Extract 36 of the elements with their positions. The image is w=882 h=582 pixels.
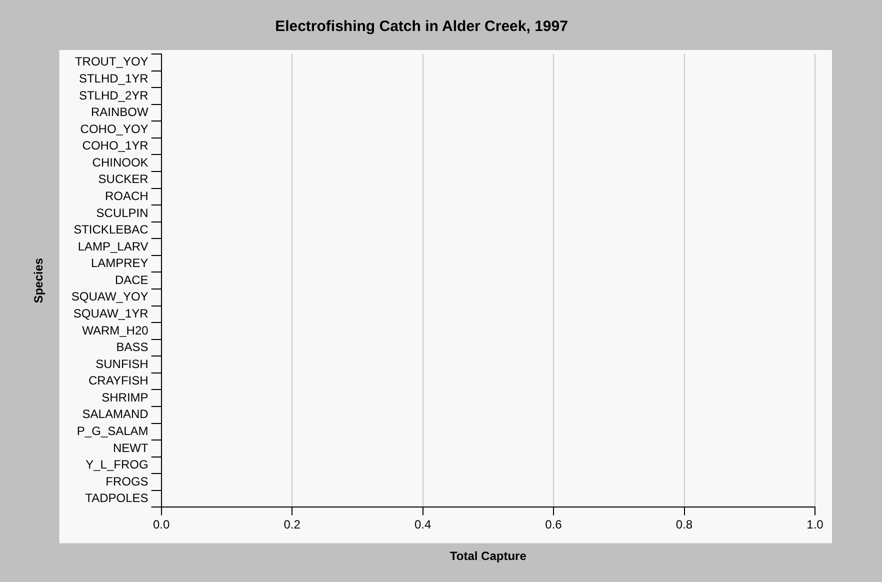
- x-tick-label: 0.4: [414, 518, 432, 532]
- y-tick-label: ROACH: [104, 188, 148, 203]
- y-tick-label: SQUAW_YOY: [71, 290, 148, 304]
- y-tick-label: SQUAW_1YR: [73, 306, 149, 320]
- y-tick-label: FROGS: [106, 474, 148, 488]
- y-tick-label: CHINOOK: [92, 155, 148, 170]
- y-tick-label: SALAMAND: [82, 407, 149, 422]
- y-tick-label: BASS: [116, 340, 148, 354]
- y-axis-title: Species: [32, 258, 46, 304]
- y-tick-label: WARM_H20: [82, 323, 149, 338]
- y-tick-label: SHRIMP: [102, 390, 148, 404]
- x-tick-label: 0.2: [284, 518, 301, 532]
- y-tick-label: SCULPIN: [96, 206, 148, 220]
- y-tick-label: COHO_YOY: [80, 122, 148, 136]
- y-tick-label: STLHD_2YR: [78, 88, 149, 102]
- y-tick-label: STICKLEBAC: [74, 222, 149, 237]
- y-tick-label: RAINBOW: [90, 105, 149, 120]
- x-tick-label: 0.6: [545, 518, 562, 532]
- y-tick-label: SUCKER: [98, 172, 149, 186]
- x-axis-title: Total Capture: [450, 549, 527, 564]
- y-tick-label: LAMP_LARV: [78, 239, 148, 254]
- y-tick-label: TROUT_YOY: [74, 54, 148, 69]
- y-tick-label: P_G_SALAM: [76, 424, 148, 438]
- x-tick-label: 0.0: [152, 518, 170, 532]
- y-tick-label: Y_L_FROG: [86, 458, 148, 472]
- x-tick-label: 0.8: [676, 518, 693, 532]
- chart-title: Electrofishing Catch in Alder Creek, 1997: [275, 18, 568, 36]
- y-tick-label: LAMPREY: [90, 256, 148, 270]
- y-tick-label: TADPOLES: [85, 491, 148, 506]
- y-tick-label: COHO_1YR: [82, 138, 149, 153]
- x-tick-label: 1.0: [806, 518, 824, 532]
- y-tick-label: CRAYFISH: [88, 374, 148, 388]
- y-tick-label: NEWT: [112, 440, 149, 455]
- y-tick-label: SUNFISH: [96, 356, 148, 371]
- y-tick-label: STLHD_1YR: [78, 71, 149, 86]
- y-tick-label: DACE: [114, 272, 148, 287]
